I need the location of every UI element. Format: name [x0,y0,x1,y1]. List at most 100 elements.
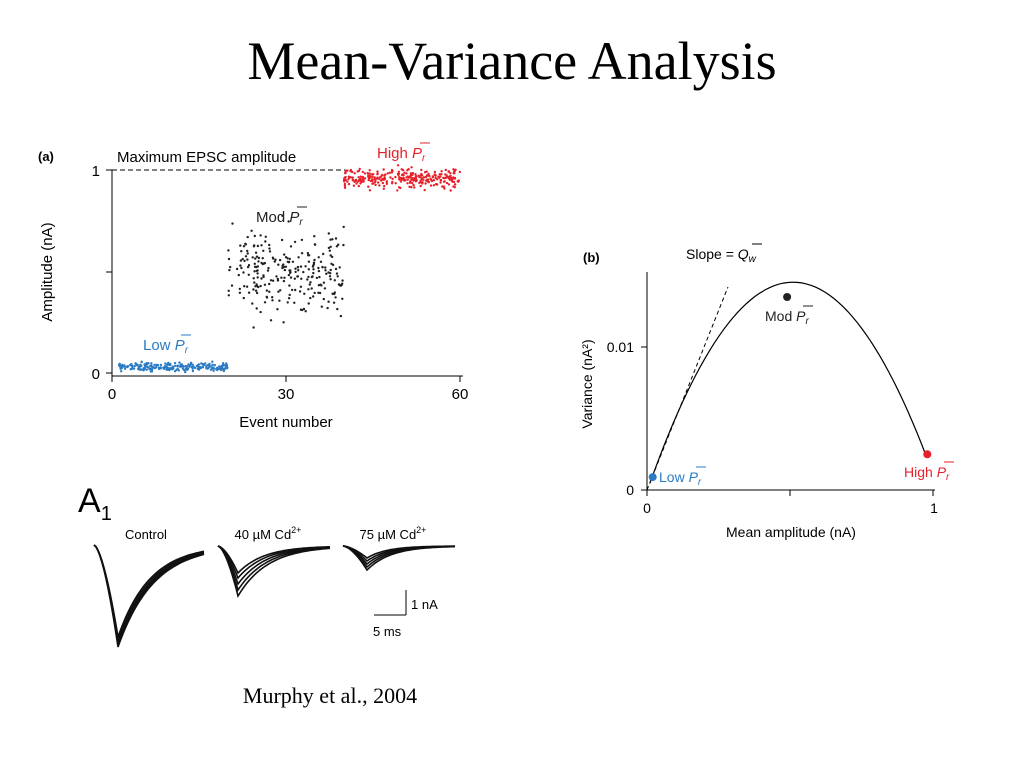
low-pr-dot [218,367,221,371]
low-pr-dot [220,364,223,368]
high-pr-dot [427,172,430,176]
panel-a-xtick-label-0: 0 [108,386,116,403]
high-pr-dot [388,171,391,174]
trace-label-75cd: 75 µM Cd2+ [360,525,427,542]
high-pr-dot [368,169,371,172]
high-pr-dot [343,182,347,186]
panel-b-xtick-label-0: 0 [643,500,651,516]
mod-pr-dot [280,276,283,279]
high-pr-dot [425,178,429,181]
high-pr-dot [432,184,436,187]
mod-pr-dot [257,256,261,260]
mod-pr-dot [268,290,271,293]
high-pr-dot [356,180,359,183]
panel-a-xtick-label-60: 60 [452,386,469,403]
mod-pr-dot [289,276,293,279]
mod-pr-dot [311,275,314,278]
high-pr-dot [344,178,347,182]
mod-pr-dot [321,266,324,269]
low-pr-dot [149,370,152,373]
low-pr-dot [168,363,171,367]
panel-a: (a) 1 0 0 30 60 Event number Amplitude (… [38,142,469,431]
mod-pr-dot [294,267,297,270]
mod-pr-dot [271,296,274,299]
high-pr-dot [368,189,372,192]
high-pr-dot [420,168,423,172]
low-pr-dot [146,366,149,369]
mod-pr-dot [278,299,281,302]
mod-pr-dot [266,269,270,272]
b-mod-pr-label: Mod Pr [765,308,809,327]
mod-pr-dot [288,257,291,261]
high-pr-dot [440,170,443,173]
mod-pr-dot [239,244,242,247]
mod-pr-dot [288,284,291,287]
mod-pr-dot [333,279,336,282]
mod-pr-dot [299,285,303,288]
mod-pr-point [783,293,792,301]
mod-pr-dot [276,308,279,311]
high-pr-dot [390,182,394,185]
mod-pr-dot [300,252,304,255]
mod-pr-dot [265,289,269,292]
high-pr-dot [343,186,347,189]
high-pr-dot [434,176,437,179]
low-pr-label: Low Pr [143,337,189,356]
high-pr-dot [397,186,401,189]
mod-pr-dot [335,245,339,248]
mod-pr-dot [307,275,310,279]
high-pr-dot [447,177,451,180]
high-pr-dot [390,171,393,174]
mod-pr-dot [264,235,267,238]
high-pr-dot [427,180,430,184]
mod-pr-dot [262,249,265,252]
high-pr-dot [377,181,380,184]
mod-pr-dot [341,297,344,300]
mod-pr-dot [326,306,329,310]
low-pr-dot [149,368,152,371]
mod-pr-dot [334,237,338,240]
mod-pr-dot [334,267,338,271]
mod-pr-dot [267,266,270,270]
mod-pr-dot [257,260,260,263]
high-pr-dot [347,182,351,186]
high-pr-dot [410,186,413,189]
high-pr-dot [355,182,358,185]
mod-pr-dot [243,259,246,263]
high-pr-dot [410,178,413,182]
high-pr-dot [422,176,425,179]
panel-a-ytick-label-0: 0 [92,366,100,383]
mod-pr-dot [256,244,260,248]
high-pr-dot [417,174,421,177]
mod-pr-dot [264,240,267,243]
high-pr-dot [424,182,427,185]
high-pr-dot [441,185,444,188]
low-pr-dot [205,367,208,370]
mod-pr-dot [271,299,274,302]
high-pr-dot [360,178,363,181]
mod-pr-dot [253,234,256,238]
mod-pr-dot [300,277,303,280]
high-pr-dot [351,176,354,179]
mod-pr-dot [242,271,245,274]
low-pr-dot [137,365,141,369]
mod-pr-dot [253,270,256,273]
high-pr-dot [371,179,374,183]
mod-pr-dot [333,291,336,294]
mod-pr-dot [263,261,267,265]
mod-pr-dot [331,255,334,259]
mod-pr-dot [251,302,254,305]
mod-pr-dot [230,284,234,287]
low-pr-dot [212,369,215,372]
low-pr-dot [143,367,147,370]
mod-pr-dot [263,301,267,304]
low-pr-dot [184,370,187,374]
mod-pr-dot [291,260,295,263]
mod-pr-dot [335,272,339,275]
mod-pr-dot [330,262,333,265]
high-pr-dot [343,184,347,188]
mod-pr-dot [255,265,258,269]
mod-pr-dot [262,275,265,279]
high-pr-dot [380,179,383,182]
mod-pr-dot [275,275,278,278]
